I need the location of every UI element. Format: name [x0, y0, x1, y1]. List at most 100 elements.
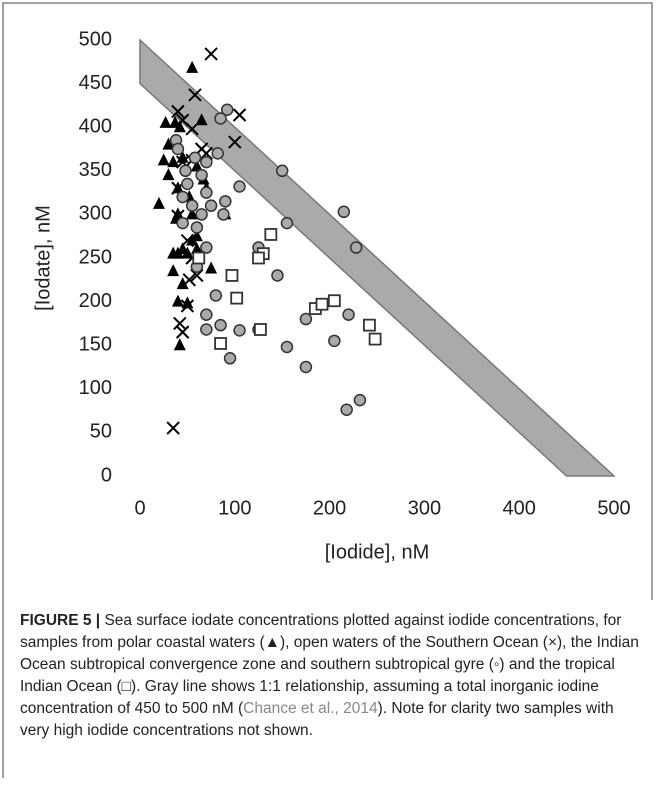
- cross-stroke: [232, 108, 247, 122]
- triangle-point: [195, 113, 208, 126]
- y-tick-label: 150: [79, 333, 112, 355]
- square-point: [363, 318, 376, 332]
- y-tick-label: 500: [79, 28, 112, 50]
- x-tick-label: 500: [597, 497, 630, 519]
- circle-point: [200, 186, 213, 199]
- circle-point: [275, 164, 289, 178]
- triangle-point: [171, 246, 184, 259]
- cross-point: [204, 47, 218, 61]
- y-tick-label: 0: [101, 464, 112, 486]
- x-axis-title: [Iodide], nM: [325, 541, 430, 563]
- cross-stroke: [185, 122, 199, 136]
- cross-stroke: [180, 233, 195, 248]
- circle-point: [342, 308, 355, 321]
- triangle-point: [173, 338, 186, 351]
- square-point: [327, 294, 341, 308]
- circle-point: [271, 269, 284, 282]
- cross-point: [173, 316, 187, 331]
- cross-point: [185, 122, 199, 136]
- y-tick-label: 300: [79, 203, 112, 225]
- citation-link[interactable]: Chance et al., 2014: [243, 700, 378, 717]
- y-tick-label: 200: [79, 290, 112, 312]
- circle-point: [195, 168, 208, 182]
- cross-stroke: [166, 421, 180, 435]
- cross-stroke: [175, 113, 190, 127]
- triangle-point: [176, 277, 189, 290]
- cross-point: [180, 299, 195, 313]
- triangle-point: [205, 261, 218, 274]
- circle-point: [200, 241, 213, 254]
- triangle-point: [162, 137, 175, 150]
- circle-point: [219, 195, 232, 208]
- circle-point: [233, 324, 246, 337]
- circle-point: [214, 112, 227, 125]
- cross-stroke: [204, 47, 218, 61]
- triangle-point: [157, 153, 170, 166]
- cross-stroke: [173, 316, 187, 331]
- circle-point: [217, 208, 230, 221]
- circle-point: [353, 393, 367, 407]
- y-axis-title: [Iodate], nM: [32, 205, 54, 311]
- cross-stroke: [175, 155, 190, 169]
- cross-point: [175, 325, 190, 339]
- square-point: [264, 228, 278, 241]
- circle-point: [188, 151, 202, 164]
- circle-point: [223, 352, 237, 365]
- triangle-point: [167, 264, 180, 277]
- triangle-point: [190, 242, 203, 255]
- square-point: [368, 332, 382, 346]
- circle-point: [179, 164, 192, 178]
- x-tick-label: 0: [134, 497, 145, 519]
- cross-point: [166, 421, 180, 435]
- circle-point: [233, 180, 246, 193]
- y-tick-label: 50: [90, 421, 112, 443]
- triangle-point: [167, 155, 180, 168]
- triangle-point: [152, 196, 165, 209]
- circle-point: [204, 199, 218, 212]
- cross-stroke: [175, 325, 190, 339]
- circle-point: [200, 308, 213, 321]
- circle-point: [328, 334, 341, 348]
- square-point: [225, 269, 239, 282]
- y-tick-label: 100: [79, 377, 112, 399]
- square-point: [230, 291, 244, 305]
- circle-point: [337, 205, 351, 219]
- circle-point: [340, 403, 353, 416]
- circle-point: [181, 177, 194, 191]
- cross-point: [171, 104, 185, 119]
- cross-stroke: [182, 273, 197, 287]
- caption-text: Sea surface iodate concentrations plotte…: [20, 612, 639, 717]
- circle-point: [195, 208, 208, 221]
- triangle-point: [171, 294, 184, 307]
- cross-stroke: [228, 135, 242, 149]
- y-tick-label: 350: [79, 159, 112, 181]
- triangle-point: [159, 115, 172, 128]
- circle-point: [200, 323, 213, 336]
- circle-point: [280, 216, 294, 230]
- triangle-point: [190, 229, 203, 242]
- square-point: [214, 337, 227, 350]
- cross-point: [188, 88, 202, 102]
- x-tick-label: 400: [503, 497, 536, 519]
- circle-point: [171, 142, 185, 156]
- square-point: [315, 297, 329, 311]
- circle-point: [176, 190, 189, 204]
- caption-text-after: ). Note for clarity two samples with ver…: [20, 700, 614, 739]
- y-tick-label: 400: [79, 115, 112, 137]
- circle-point: [280, 340, 294, 354]
- circle-point: [299, 360, 313, 374]
- circle-point: [176, 216, 189, 230]
- triangle-point: [181, 296, 194, 309]
- caption: FIGURE 5 | Sea surface iodate concentrat…: [20, 610, 642, 742]
- square-point: [192, 251, 206, 265]
- x-tick-label: 200: [313, 497, 346, 519]
- cross-stroke: [171, 104, 185, 119]
- cross-point: [232, 108, 247, 122]
- cross-point: [180, 233, 195, 248]
- caption-label: FIGURE 5 |: [20, 612, 101, 629]
- triangle-point: [186, 207, 199, 220]
- y-tick-label: 450: [79, 72, 112, 94]
- square-point: [252, 251, 265, 265]
- triangle-point: [173, 120, 186, 133]
- y-tick-label: 250: [79, 246, 112, 268]
